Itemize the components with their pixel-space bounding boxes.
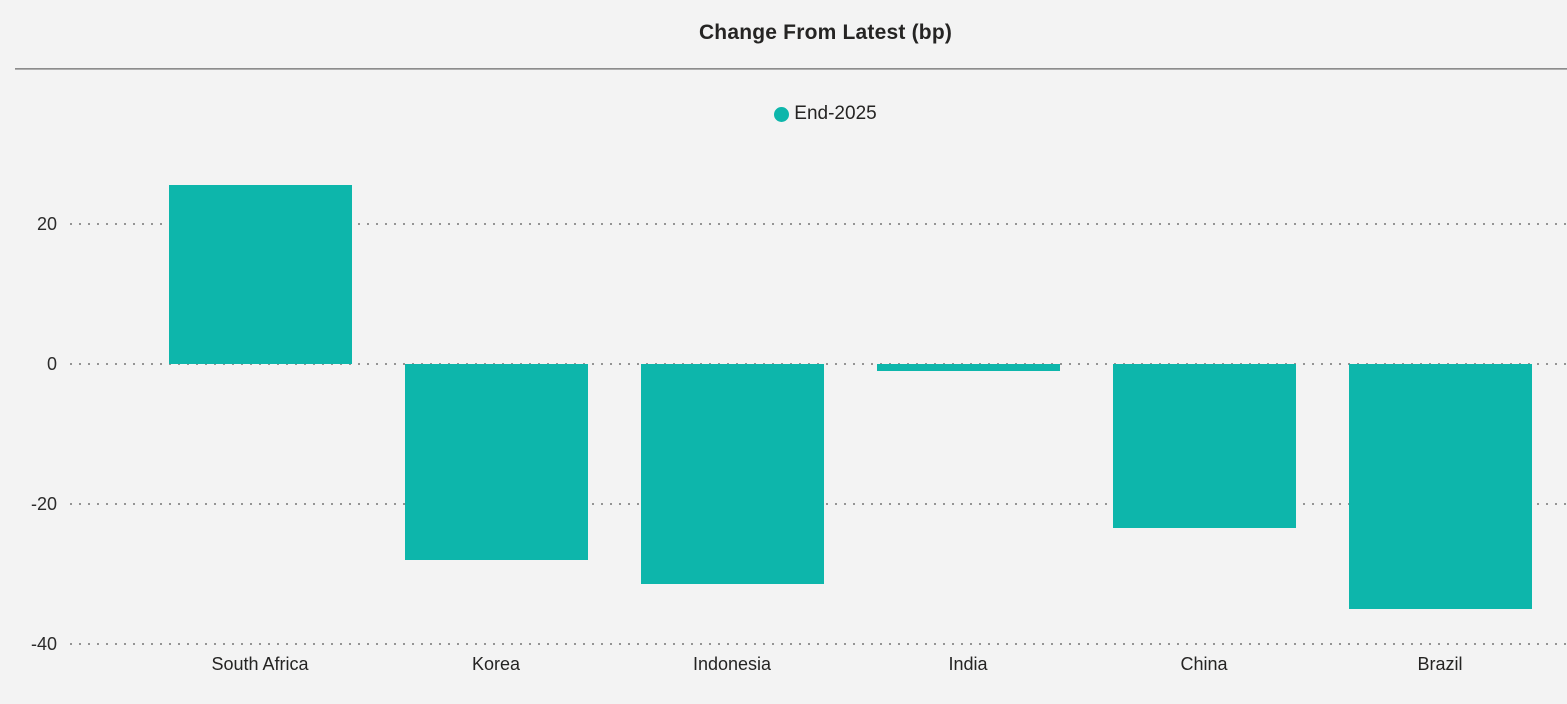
y-tick-label: 20 — [36, 213, 57, 234]
y-tick-label: 0 — [46, 353, 57, 374]
x-axis-label: Brazil — [1417, 654, 1463, 674]
gridline-y-20 — [70, 222, 1567, 225]
chart-title: Change From Latest (bp) — [698, 21, 953, 44]
legend-label: End-2025 — [794, 103, 877, 124]
legend-marker-icon — [774, 106, 790, 122]
y-tick-label: -40 — [30, 633, 57, 654]
bar-china[interactable] — [1112, 363, 1296, 528]
title-divider — [15, 68, 1567, 70]
x-axis-label: China — [1180, 654, 1228, 674]
bar-south-africa[interactable] — [168, 185, 352, 364]
x-axis-label: India — [948, 654, 988, 674]
legend[interactable]: End-2025 — [84, 103, 1567, 125]
x-axis-label: Indonesia — [692, 654, 772, 674]
bar-brazil[interactable] — [1348, 363, 1532, 609]
y-tick-label: -20 — [30, 493, 57, 514]
x-axis-label: South Africa — [211, 654, 309, 674]
gridline-y--40 — [70, 642, 1567, 645]
bar-india[interactable] — [876, 363, 1060, 371]
bar-indonesia[interactable] — [640, 363, 824, 584]
bar-korea[interactable] — [404, 363, 588, 560]
x-axis-label: Korea — [471, 654, 521, 674]
